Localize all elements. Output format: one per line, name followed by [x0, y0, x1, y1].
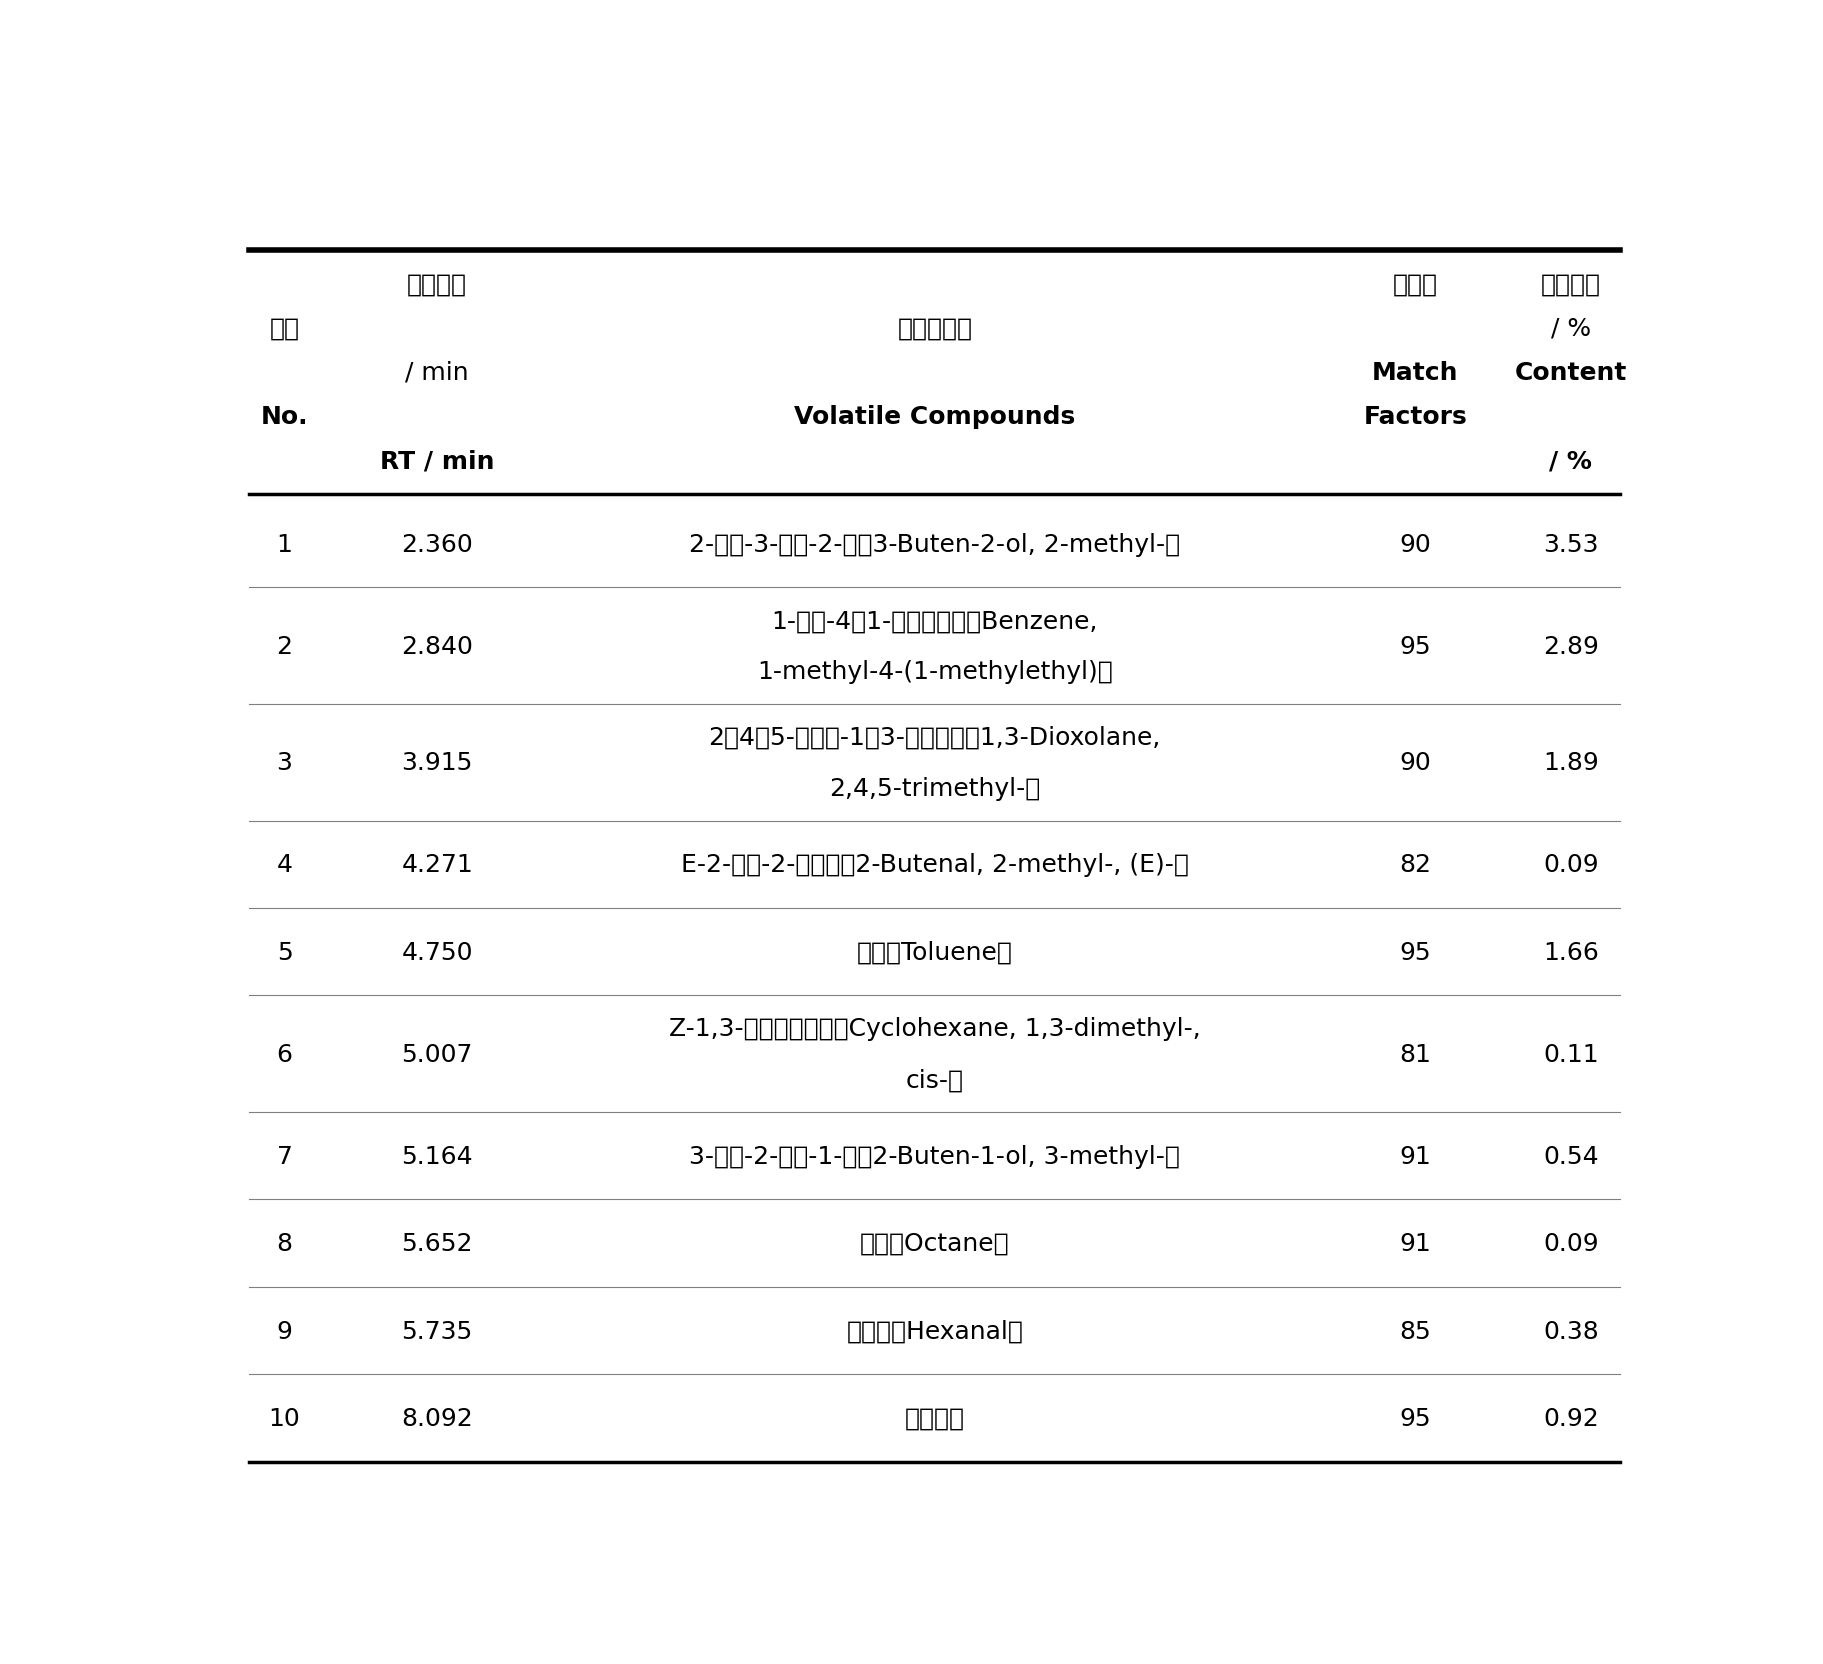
Text: 0.92: 0.92	[1542, 1406, 1599, 1429]
Text: 5.164: 5.164	[401, 1143, 472, 1168]
Text: 5.735: 5.735	[401, 1318, 472, 1343]
Text: 2.360: 2.360	[401, 532, 472, 556]
Text: 挥发性成分: 挥发性成分	[897, 316, 972, 341]
Text: Volatile Compounds: Volatile Compounds	[793, 404, 1076, 429]
Text: Match: Match	[1371, 361, 1458, 384]
Text: 1-甲基-4（1-异丙基）苯（Benzene,: 1-甲基-4（1-异丙基）苯（Benzene,	[771, 609, 1097, 632]
Text: 编号: 编号	[270, 316, 299, 341]
Text: 1: 1	[277, 532, 292, 556]
Text: 95: 95	[1398, 634, 1431, 659]
Text: Z-1,3-二甲基环己烷（Cyclohexane, 1,3-dimethyl-,: Z-1,3-二甲基环己烷（Cyclohexane, 1,3-dimethyl-,	[669, 1017, 1200, 1040]
Text: 匹配度: 匹配度	[1393, 273, 1437, 296]
Text: 间二甲苯: 间二甲苯	[904, 1406, 964, 1429]
Text: 正己醇（Hexanal）: 正己醇（Hexanal）	[846, 1318, 1023, 1343]
Text: 2,4,5-trimethyl-）: 2,4,5-trimethyl-）	[829, 777, 1039, 800]
Text: 4.271: 4.271	[401, 852, 472, 877]
Text: 保留时间: 保留时间	[407, 273, 467, 296]
Text: 4: 4	[277, 852, 292, 877]
Text: 8: 8	[277, 1231, 292, 1255]
Text: Factors: Factors	[1364, 404, 1466, 429]
Text: 95: 95	[1398, 940, 1431, 963]
Text: E-2-甲基-2-丁烯醇（2-Butenal, 2-methyl-, (E)-）: E-2-甲基-2-丁烯醇（2-Butenal, 2-methyl-, (E)-）	[680, 852, 1189, 877]
Text: 相对含量: 相对含量	[1540, 273, 1601, 296]
Text: RT / min: RT / min	[379, 449, 494, 473]
Text: 91: 91	[1398, 1231, 1431, 1255]
Text: 9: 9	[277, 1318, 292, 1343]
Text: 1.89: 1.89	[1542, 750, 1599, 775]
Text: 95: 95	[1398, 1406, 1431, 1429]
Text: 5: 5	[277, 940, 292, 963]
Text: 甲苯（Toluene）: 甲苯（Toluene）	[857, 940, 1012, 963]
Text: 4.750: 4.750	[401, 940, 472, 963]
Text: / min: / min	[405, 361, 469, 384]
Text: 2，4，5-三甲基-1，3-二氧戊烷（1,3-Dioxolane,: 2，4，5-三甲基-1，3-二氧戊烷（1,3-Dioxolane,	[707, 726, 1161, 749]
Text: / %: / %	[1548, 449, 1591, 473]
Text: 2: 2	[277, 634, 292, 659]
Text: Content: Content	[1513, 361, 1626, 384]
Text: 0.09: 0.09	[1542, 852, 1597, 877]
Text: 6: 6	[277, 1042, 292, 1067]
Text: 90: 90	[1398, 750, 1431, 775]
Text: 0.38: 0.38	[1542, 1318, 1599, 1343]
Text: 3.915: 3.915	[401, 750, 472, 775]
Text: 10: 10	[268, 1406, 301, 1429]
Text: 3: 3	[277, 750, 292, 775]
Text: 90: 90	[1398, 532, 1431, 556]
Text: 81: 81	[1398, 1042, 1431, 1067]
Text: 7: 7	[277, 1143, 292, 1168]
Text: 3.53: 3.53	[1542, 532, 1597, 556]
Text: 5.652: 5.652	[401, 1231, 472, 1255]
Text: 0.54: 0.54	[1542, 1143, 1597, 1168]
Text: 3-甲基-2-丁烯-1-醇（2-Buten-1-ol, 3-methyl-）: 3-甲基-2-丁烯-1-醇（2-Buten-1-ol, 3-methyl-）	[689, 1143, 1179, 1168]
Text: 0.11: 0.11	[1542, 1042, 1597, 1067]
Text: 辛烷（Octane）: 辛烷（Octane）	[859, 1231, 1010, 1255]
Text: cis-）: cis-）	[906, 1068, 963, 1092]
Text: 0.09: 0.09	[1542, 1231, 1597, 1255]
Text: 82: 82	[1398, 852, 1431, 877]
Text: 8.092: 8.092	[401, 1406, 472, 1429]
Text: 2.840: 2.840	[401, 634, 472, 659]
Text: 1.66: 1.66	[1542, 940, 1599, 963]
Text: 2-甲基-3-丁烯-2-醇（3-Buten-2-ol, 2-methyl-）: 2-甲基-3-丁烯-2-醇（3-Buten-2-ol, 2-methyl-）	[689, 532, 1179, 556]
Text: 5.007: 5.007	[401, 1042, 472, 1067]
Text: 85: 85	[1398, 1318, 1431, 1343]
Text: 1-methyl-4-(1-methylethyl)）: 1-methyl-4-(1-methylethyl)）	[757, 661, 1112, 684]
Text: 91: 91	[1398, 1143, 1431, 1168]
Text: 2.89: 2.89	[1542, 634, 1599, 659]
Text: / %: / %	[1550, 316, 1590, 341]
Text: No.: No.	[261, 404, 308, 429]
